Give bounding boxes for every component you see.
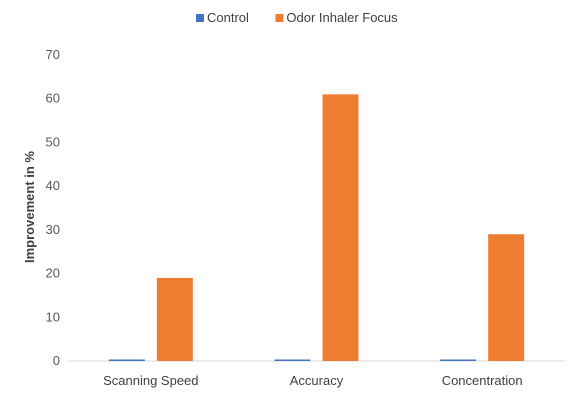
x-tick-label: Concentration: [442, 373, 523, 388]
bar-odor-inhaler-focus: [156, 277, 193, 361]
x-tick-label: Scanning Speed: [103, 373, 198, 388]
legend: Control Odor Inhaler Focus: [196, 10, 398, 25]
y-tick-label: 70: [46, 47, 60, 62]
legend-swatch: [275, 14, 284, 22]
bar-control: [274, 359, 311, 361]
legend-label: Odor Inhaler Focus: [286, 10, 398, 25]
y-tick-label: 60: [46, 91, 60, 106]
y-tick-label: 20: [46, 266, 60, 281]
x-tick-label: Accuracy: [290, 373, 344, 388]
bar-odor-inhaler-focus: [488, 234, 525, 361]
y-tick-label: 0: [53, 353, 60, 368]
legend-swatch: [196, 14, 204, 22]
x-axis-ticks: Scanning Speed Accuracy Concentration: [103, 373, 523, 388]
bar-odor-inhaler-focus: [322, 94, 359, 361]
y-axis-label: Improvement in %: [22, 151, 37, 263]
bars: [108, 94, 525, 361]
y-axis-ticks: 0 10 20 30 40 50 60 70: [46, 47, 60, 368]
y-tick-label: 40: [46, 178, 60, 193]
y-tick-label: 50: [46, 134, 60, 149]
y-tick-label: 30: [46, 222, 60, 237]
bar-control: [440, 359, 477, 361]
y-tick-label: 10: [46, 309, 60, 324]
bar-control: [108, 359, 145, 361]
legend-label: Control: [207, 10, 249, 25]
